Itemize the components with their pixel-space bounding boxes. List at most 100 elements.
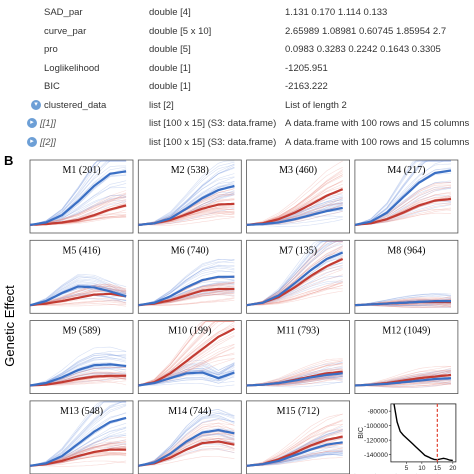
individual-trajectory <box>138 299 235 306</box>
individual-trajectory <box>138 321 235 386</box>
mean-curve-blue <box>246 441 343 467</box>
individual-trajectory <box>246 219 343 227</box>
individual-trajectory <box>30 160 127 226</box>
expand-arrow-icon[interactable]: ▸ <box>27 118 37 128</box>
individual-trajectory <box>246 241 343 306</box>
module-panel: M6 (740) <box>137 239 242 314</box>
module-title: M9 (589) <box>62 326 100 337</box>
individual-trajectory <box>246 358 343 386</box>
variable-row[interactable]: ▸ [[2]] list [100 x 15] (S3: data.frame) A … <box>0 134 474 152</box>
individual-trajectory <box>138 321 235 386</box>
bic-y-axis-label: BIC <box>358 427 365 439</box>
individual-trajectory <box>138 167 235 226</box>
variable-type: double [1] <box>149 62 191 74</box>
module-title: M7 (135) <box>279 245 317 256</box>
variable-type: double [5 x 10] <box>149 25 212 37</box>
module-panel: M7 (135) <box>246 239 351 314</box>
individual-trajectory <box>30 460 127 467</box>
individual-trajectory <box>246 420 343 467</box>
individual-trajectory <box>246 282 343 306</box>
variable-row: pro double [5] 0.0983 0.3283 0.2242 0.1643… <box>0 41 474 59</box>
bic-x-tick-label: 10 <box>418 465 426 472</box>
individual-trajectory <box>354 365 451 386</box>
mean-curve-red <box>30 292 127 307</box>
individual-trajectory <box>246 290 343 306</box>
mean-curve-blue <box>246 251 344 307</box>
variable-name: BIC <box>44 81 60 92</box>
variable-row[interactable]: ▾ clustered_data list [2] List of length 2 <box>0 97 474 115</box>
module-title: M10 (199) <box>168 326 211 337</box>
individual-trajectory <box>138 207 235 226</box>
mean-curve-blue <box>246 206 343 226</box>
bic-y-tick-label: -100000 <box>364 423 388 430</box>
individual-trajectory <box>246 241 343 306</box>
individual-trajectory <box>138 258 235 306</box>
variable-row: curve_par double [5 x 10] 2.65989 1.08981 … <box>0 23 474 41</box>
individual-trajectory <box>138 321 235 386</box>
module-title: M5 (416) <box>62 245 100 256</box>
bic-y-tick-label: -140000 <box>364 452 388 459</box>
variable-value: List of length 2 <box>285 99 347 111</box>
bic-y-tick-label: -80000 <box>368 408 389 415</box>
module-title: M12 (1049) <box>382 326 430 337</box>
individual-trajectory <box>138 416 235 467</box>
individual-trajectory <box>138 419 235 467</box>
individual-trajectory <box>30 301 127 306</box>
individual-trajectory <box>246 241 343 306</box>
individual-trajectory <box>246 362 343 386</box>
individual-trajectory <box>354 293 452 306</box>
individual-trajectory <box>138 162 235 226</box>
variable-name: curve_par <box>44 25 87 37</box>
individual-trajectory <box>30 278 127 306</box>
individual-trajectory <box>246 279 343 306</box>
individual-trajectory <box>354 383 452 387</box>
individual-trajectory <box>138 297 235 306</box>
collapse-arrow-icon[interactable]: ▾ <box>31 99 41 110</box>
individual-trajectory <box>30 275 127 306</box>
individual-trajectory <box>138 418 235 467</box>
individual-trajectory <box>30 354 127 386</box>
mean-curve-blue <box>354 300 451 307</box>
mean-curve-blue <box>246 372 343 387</box>
individual-trajectory <box>30 304 127 307</box>
individual-trajectory <box>30 160 127 226</box>
module-title: M8 (964) <box>387 245 425 256</box>
individual-trajectory <box>354 163 452 226</box>
individual-trajectory <box>354 383 452 388</box>
mean-curve-red <box>30 374 127 387</box>
module-panel: M4 (217) <box>354 159 459 234</box>
individual-trajectory <box>30 276 127 306</box>
module-panel: M12 (1049) <box>354 320 459 395</box>
individual-trajectory <box>138 217 235 226</box>
module-chart: Genetic Effect M1 (201) M2 (538) M3 (460) M… <box>2 159 459 474</box>
individual-trajectory <box>246 282 343 306</box>
mean-curve-blue <box>354 377 452 387</box>
individual-trajectory <box>246 457 343 467</box>
variable-row[interactable]: ▸ [[1]] list [100 x 15] (S3: data.frame) A … <box>0 115 474 133</box>
individual-trajectory <box>30 285 127 306</box>
individual-trajectory <box>138 321 235 386</box>
variable-type: list [2] <box>149 99 174 111</box>
individual-trajectory <box>30 346 127 386</box>
mean-curve-blue <box>138 184 235 226</box>
individual-trajectory <box>138 266 235 306</box>
individual-trajectory <box>354 160 451 226</box>
individual-trajectory <box>246 167 343 226</box>
individual-trajectory <box>246 169 343 226</box>
mean-curve-red <box>30 204 127 226</box>
individual-trajectory <box>30 401 127 467</box>
panel-frame <box>246 159 351 234</box>
individual-trajectory <box>30 401 127 467</box>
individual-trajectory <box>354 160 451 226</box>
individual-trajectory <box>30 300 127 306</box>
variable-type: double [1] <box>149 81 191 92</box>
variable-row: Loglikelihood double [1] -1205.951 <box>0 60 474 78</box>
variable-type: list [100 x 15] (S3: data.frame) <box>149 118 277 129</box>
individual-trajectory <box>354 294 451 306</box>
variable-value: A data.frame with 100 rows and 15 column… <box>285 118 470 129</box>
expand-arrow-icon[interactable]: ▸ <box>27 136 37 147</box>
variable-table: SAD_par double [4] 1.131 0.170 1.114 0.133… <box>0 0 474 152</box>
variable-type: list [100 x 15] (S3: data.frame) <box>149 136 277 148</box>
variable-value: 0.0983 0.3283 0.2242 0.1643 0.3305 <box>285 44 441 55</box>
individual-trajectory <box>30 350 127 386</box>
